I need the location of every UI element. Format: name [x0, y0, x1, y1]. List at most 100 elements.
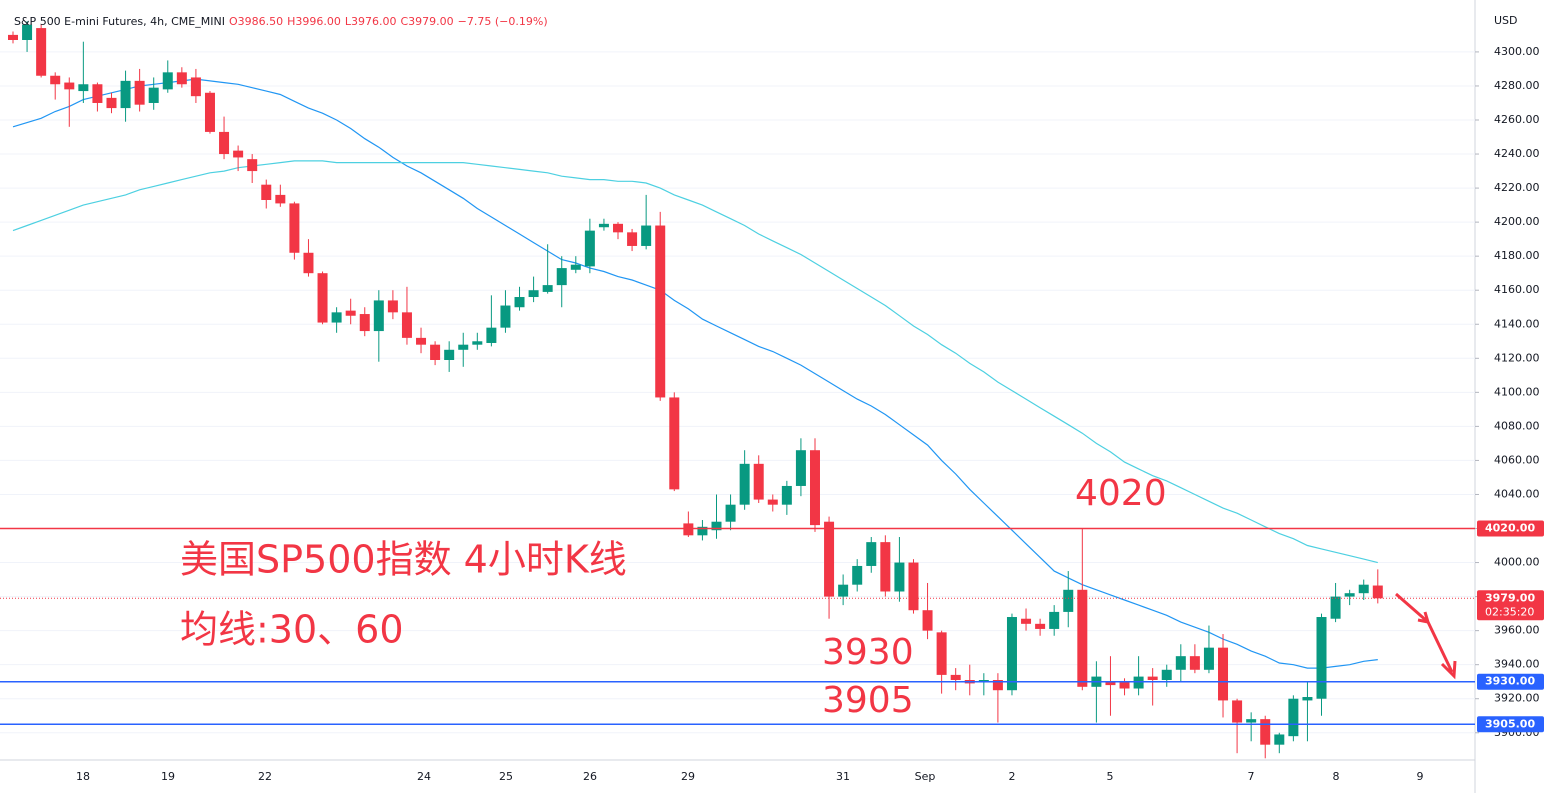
change: −7.75 (−0.19%) [458, 15, 548, 28]
candle-body [1035, 623, 1046, 629]
arrow [1395, 592, 1457, 680]
annotation: 4020 [1075, 473, 1167, 514]
candle-body [767, 499, 778, 505]
level-label: 3930.00 [1485, 675, 1535, 688]
overlay-subtitle: 均线:30、60 [180, 608, 404, 652]
candle-body [22, 24, 33, 40]
x-tick-label: 25 [499, 770, 513, 783]
candle-body [894, 562, 905, 592]
y-tick-label: 4260.00 [1494, 113, 1540, 126]
moving-average [12, 78, 1378, 669]
candle-body [472, 341, 483, 345]
y-tick-label: 4220.00 [1494, 181, 1540, 194]
candle-body [641, 225, 652, 246]
candle-body [1021, 618, 1032, 624]
y-tick-label: 4180.00 [1494, 249, 1540, 262]
candle-body [289, 203, 300, 253]
annotation: 3930 [822, 632, 914, 673]
y-tick-label: 4040.00 [1494, 487, 1540, 500]
candle-body [1358, 584, 1369, 594]
candle-body [1119, 681, 1130, 689]
level-label-box [1477, 673, 1544, 690]
candle-body [78, 84, 89, 92]
overlay-title: 美国SP500指数 4小时K线 [180, 538, 627, 582]
candle-body [204, 92, 215, 132]
candle-body [1302, 697, 1313, 701]
x-tick-label: Sep [915, 770, 936, 783]
candle-body [458, 344, 469, 350]
annotation: 3905 [822, 680, 914, 721]
candle-body [1077, 589, 1088, 687]
y-tick-label: 4120.00 [1494, 351, 1540, 364]
candle-body [824, 521, 835, 597]
candle-body [711, 521, 722, 531]
candle-body [275, 194, 286, 204]
moving-average [12, 160, 1378, 564]
candle-body [486, 327, 497, 343]
x-tick-label: 29 [681, 770, 695, 783]
candle-body [838, 584, 849, 597]
candle-body [753, 463, 764, 500]
candle-body [1161, 669, 1172, 680]
y-tick-label: 4300.00 [1494, 45, 1540, 58]
candle-body [922, 610, 933, 631]
currency: USD [1494, 14, 1518, 27]
candle-body [50, 75, 61, 85]
y-tick-label: 4240.00 [1494, 147, 1540, 160]
candle-body [570, 264, 581, 270]
candle-body [739, 463, 750, 505]
y-tick-label: 3940.00 [1494, 658, 1540, 671]
candle-body [345, 310, 356, 316]
candle-body [1218, 647, 1229, 701]
candle-body [190, 77, 201, 97]
x-tick-label: 22 [258, 770, 272, 783]
y-tick-label: 4160.00 [1494, 283, 1540, 296]
candle-body [1246, 719, 1257, 723]
candle-body [148, 87, 159, 103]
x-tick-label: 9 [1417, 770, 1424, 783]
candle-body [430, 344, 441, 360]
last-price-box [1477, 590, 1544, 621]
candle-body [233, 150, 244, 158]
candle-body [444, 349, 455, 360]
candle-body [725, 504, 736, 522]
x-tick-label: 2 [1009, 770, 1016, 783]
candle-body [8, 34, 18, 40]
candle-body [64, 82, 75, 90]
countdown: 02:35:20 [1485, 605, 1534, 618]
candle-body [176, 72, 187, 85]
high: H3996.00 [287, 15, 341, 28]
candle-body [219, 131, 230, 155]
x-tick-label: 31 [836, 770, 850, 783]
candle-body [1049, 611, 1060, 629]
candle-body [134, 80, 145, 105]
candle-body [613, 223, 624, 233]
candle-body [373, 300, 384, 332]
candle-body [1189, 656, 1200, 670]
y-tick-label: 4200.00 [1494, 215, 1540, 228]
x-tick-label: 19 [161, 770, 175, 783]
candle-body [584, 230, 595, 267]
y-tick-label: 4000.00 [1494, 556, 1540, 569]
candle-body [880, 542, 891, 592]
plot [0, 21, 1475, 759]
candle-body [1274, 734, 1285, 745]
candle-body [1006, 617, 1017, 691]
y-tick-label: 4140.00 [1494, 317, 1540, 330]
candle-body [528, 290, 539, 298]
level-label-box [1477, 716, 1544, 733]
last-price-label: 3979.00 [1485, 591, 1535, 604]
candle-body [1372, 585, 1383, 599]
open: O3986.50 [229, 15, 283, 28]
candle-body [992, 680, 1003, 691]
y-tick-label: 4080.00 [1494, 419, 1540, 432]
candle-body [908, 562, 919, 611]
header: S&P 500 E-mini Futures, 4h, CME_MINI O398… [14, 15, 548, 28]
x-tick-label: 26 [583, 770, 597, 783]
candle-body [1330, 596, 1341, 619]
candle-body [598, 223, 609, 228]
symbol: S&P 500 E-mini Futures, 4h, CME_MINI [14, 15, 225, 28]
candle-body [1260, 719, 1271, 745]
